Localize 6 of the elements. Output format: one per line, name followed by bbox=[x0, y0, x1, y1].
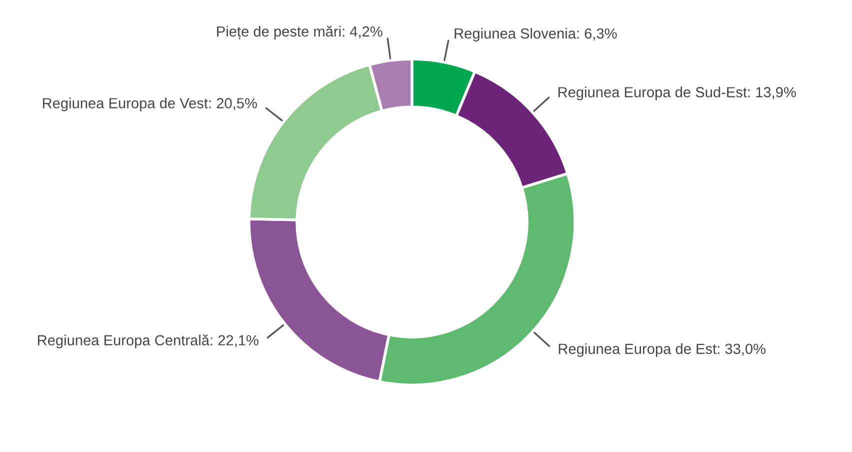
slice-label: Regiunea Slovenia: 6,3% bbox=[454, 28, 617, 42]
slice-label: Piețe de peste mări: 4,2% bbox=[217, 26, 382, 40]
slice-label: Regiunea Europa Centrală: 22,1% bbox=[38, 334, 258, 348]
slice-label: Regiunea Europa de Est: 33,0% bbox=[558, 343, 766, 357]
slice-label: Regiunea Europa de Vest: 20,5% bbox=[42, 98, 257, 112]
slice-label: Regiunea Europa de Sud-Est: 13,9% bbox=[558, 86, 796, 100]
